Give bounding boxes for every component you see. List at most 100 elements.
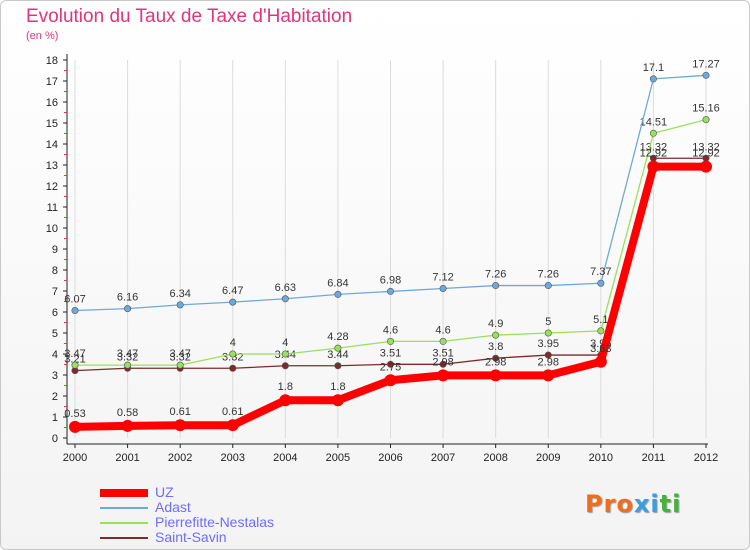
data-point (597, 279, 605, 287)
data-label: 3.51 (380, 347, 401, 359)
data-label: 3.63 (590, 343, 611, 355)
data-label: 6.34 (169, 288, 190, 300)
chart-title: Evolution du Taux de Taxe d'Habitation (26, 6, 353, 27)
x-tick-label: 2004 (273, 452, 297, 464)
data-label: 17.27 (692, 58, 720, 70)
x-tick-label: 2005 (326, 452, 350, 464)
legend-label: Saint-Savin (155, 529, 227, 545)
data-label: 6.47 (222, 285, 243, 297)
data-point (489, 369, 502, 382)
data-point (69, 420, 81, 433)
data-label: 2.98 (485, 356, 506, 368)
x-tick-label: 2008 (483, 452, 507, 464)
data-label: 5.1 (593, 314, 608, 326)
logo-letter: P (585, 490, 604, 518)
logo-letter: x (633, 490, 651, 518)
chart-subtitle: (en %) (26, 30, 59, 42)
x-tick-label: 2002 (168, 452, 192, 464)
legend-label: UZ (155, 484, 174, 500)
data-point (281, 350, 289, 358)
data-label: 13.32 (692, 141, 720, 153)
data-point (492, 282, 500, 290)
y-tick-label: 13 (46, 160, 58, 172)
data-label: 3.47 (117, 348, 138, 360)
data-point (702, 71, 710, 79)
data-point (597, 327, 605, 335)
y-tick-label: 15 (46, 118, 58, 130)
data-label: 2.98 (432, 356, 453, 368)
proxiti-logo: Proxiti (585, 490, 681, 518)
data-label: 3.47 (64, 348, 85, 360)
y-tick-label: 11 (47, 202, 58, 214)
data-label: 0.61 (169, 406, 190, 418)
data-label: 12.92 (692, 148, 720, 160)
data-point (437, 369, 450, 382)
data-label: 1.8 (330, 381, 345, 393)
y-tick-label: 7 (52, 286, 58, 298)
data-point (702, 116, 710, 124)
data-label: 3.51 (432, 347, 453, 359)
data-label: 0.61 (222, 406, 243, 418)
data-point (386, 337, 394, 345)
data-label: 0.53 (64, 408, 85, 420)
data-point (331, 394, 344, 407)
data-point (124, 305, 132, 313)
data-point (121, 419, 134, 432)
data-label: 7.12 (432, 271, 453, 283)
data-label: 4.9 (488, 318, 503, 330)
logo-letter: t (659, 490, 673, 518)
y-tick-label: 3 (52, 370, 58, 382)
y-tick-label: 18 (46, 55, 58, 67)
data-label: 4 (230, 337, 236, 349)
data-label: 5 (545, 316, 551, 328)
data-point (544, 351, 552, 359)
y-tick-label: 4 (52, 349, 58, 361)
x-tick-label: 2000 (63, 452, 87, 464)
data-label: 3.44 (327, 349, 348, 361)
x-tick-label: 2003 (221, 452, 245, 464)
data-label: 14.51 (640, 116, 668, 128)
data-point (334, 344, 342, 352)
data-label: 4 (282, 337, 288, 349)
data-label: 3.32 (169, 351, 190, 363)
data-point (386, 360, 394, 368)
y-tick-label: 9 (52, 244, 58, 256)
x-tick-label: 2012 (694, 452, 718, 464)
data-point (544, 282, 552, 290)
logo-letter: o (616, 490, 634, 518)
data-label: 3.32 (117, 351, 138, 363)
data-point (124, 361, 132, 369)
logo-letter: i (672, 490, 682, 518)
data-label: 7.37 (590, 266, 611, 278)
data-point (649, 75, 657, 83)
y-tick-label: 8 (52, 265, 58, 277)
data-point (279, 394, 292, 407)
data-point (439, 337, 447, 345)
legend-swatch (100, 489, 148, 497)
data-point (492, 354, 500, 362)
legend-label: Pierrefitte-Nestalas (155, 514, 275, 530)
y-tick-label: 12 (46, 181, 58, 193)
data-label: 4.28 (327, 331, 348, 343)
data-label: 7.26 (538, 269, 559, 281)
data-label: 6.63 (275, 282, 296, 294)
data-point (176, 361, 184, 369)
data-point (229, 364, 237, 372)
data-label: 3.95 (538, 338, 559, 350)
legend-swatch (100, 522, 148, 524)
data-label: 15.16 (692, 103, 720, 115)
data-label: 6.84 (327, 277, 348, 289)
data-point (439, 360, 447, 368)
y-tick-label: 14 (46, 139, 58, 151)
x-tick-label: 2010 (589, 452, 613, 464)
legend-swatch (100, 537, 148, 539)
y-tick-label: 1 (52, 412, 58, 424)
data-label: 3.8 (488, 341, 503, 353)
data-point (384, 374, 397, 387)
data-point (226, 419, 239, 432)
x-tick-label: 2011 (642, 452, 666, 464)
y-tick-label: 16 (46, 97, 58, 109)
legend-label: Adast (155, 499, 191, 515)
data-point (334, 362, 342, 370)
data-point (229, 350, 237, 358)
